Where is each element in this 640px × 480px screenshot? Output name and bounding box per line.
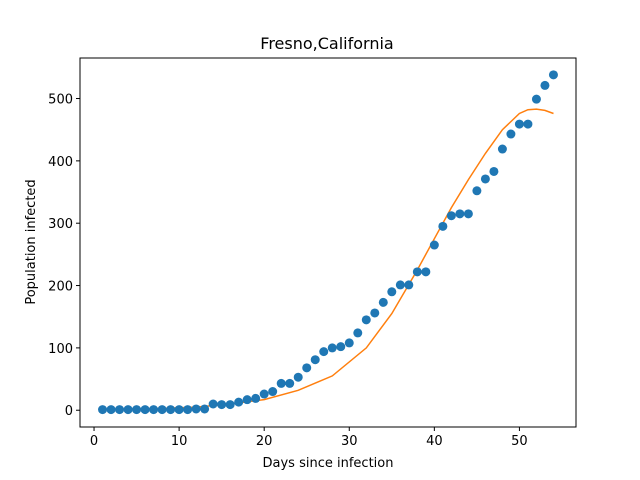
data-point xyxy=(327,343,337,353)
x-tick-label: 20 xyxy=(256,434,273,449)
data-point xyxy=(438,221,448,231)
data-point xyxy=(387,287,397,297)
data-point xyxy=(166,405,176,415)
data-point xyxy=(463,209,473,219)
data-point xyxy=(370,308,380,318)
data-point xyxy=(480,174,490,184)
data-point xyxy=(285,378,295,388)
data-point xyxy=(472,186,482,196)
data-point xyxy=(395,280,405,290)
y-tick-label: 500 xyxy=(48,93,73,108)
data-point xyxy=(523,119,533,129)
data-point xyxy=(446,211,456,221)
plot-frame xyxy=(79,57,577,428)
x-tick-label: 30 xyxy=(341,434,358,449)
data-point xyxy=(310,355,320,365)
data-point xyxy=(191,404,201,414)
x-axis-label: Days since infection xyxy=(263,456,394,471)
data-point xyxy=(157,405,167,415)
data-point xyxy=(302,363,312,373)
data-point xyxy=(276,378,286,388)
data-point xyxy=(378,297,388,307)
data-point xyxy=(251,393,261,403)
data-point xyxy=(174,405,184,415)
y-tick-label: 400 xyxy=(48,155,73,170)
data-point xyxy=(132,405,142,415)
data-point xyxy=(344,338,354,348)
x-tick-label: 10 xyxy=(171,434,188,449)
x-tick-label: 0 xyxy=(90,434,98,449)
y-tick-label: 300 xyxy=(48,217,73,232)
data-point xyxy=(293,372,303,382)
data-point xyxy=(242,395,252,405)
chart-title: Fresno,California xyxy=(260,34,393,53)
data-point xyxy=(353,328,363,338)
y-tick-label: 200 xyxy=(48,280,73,295)
data-point xyxy=(208,399,218,409)
data-point xyxy=(98,405,108,415)
data-point xyxy=(421,267,431,277)
data-point xyxy=(404,280,414,290)
data-point xyxy=(183,405,193,415)
data-point xyxy=(217,400,227,410)
data-point xyxy=(225,400,235,410)
x-tick-label: 50 xyxy=(511,434,528,449)
data-point xyxy=(234,397,244,407)
data-point xyxy=(361,315,371,325)
data-point xyxy=(259,389,269,399)
data-point xyxy=(497,144,507,154)
y-tick-label: 100 xyxy=(48,342,73,357)
data-point xyxy=(200,404,210,414)
data-point xyxy=(531,94,541,104)
data-point xyxy=(455,209,465,219)
data-point xyxy=(336,342,346,352)
data-point xyxy=(115,405,125,415)
y-tick-label: 0 xyxy=(65,404,73,419)
data-point xyxy=(106,405,116,415)
data-point xyxy=(540,80,550,90)
data-point xyxy=(319,347,329,357)
y-axis-label: Population infected xyxy=(24,179,39,304)
x-tick-label: 40 xyxy=(426,434,443,449)
data-point xyxy=(506,129,516,139)
data-point xyxy=(489,166,499,176)
data-point xyxy=(429,240,439,250)
data-point xyxy=(412,267,422,277)
data-point xyxy=(123,405,133,415)
data-point xyxy=(548,70,558,80)
data-point xyxy=(268,387,278,397)
data-point xyxy=(149,405,159,415)
data-point xyxy=(140,405,150,415)
data-point xyxy=(514,119,524,129)
